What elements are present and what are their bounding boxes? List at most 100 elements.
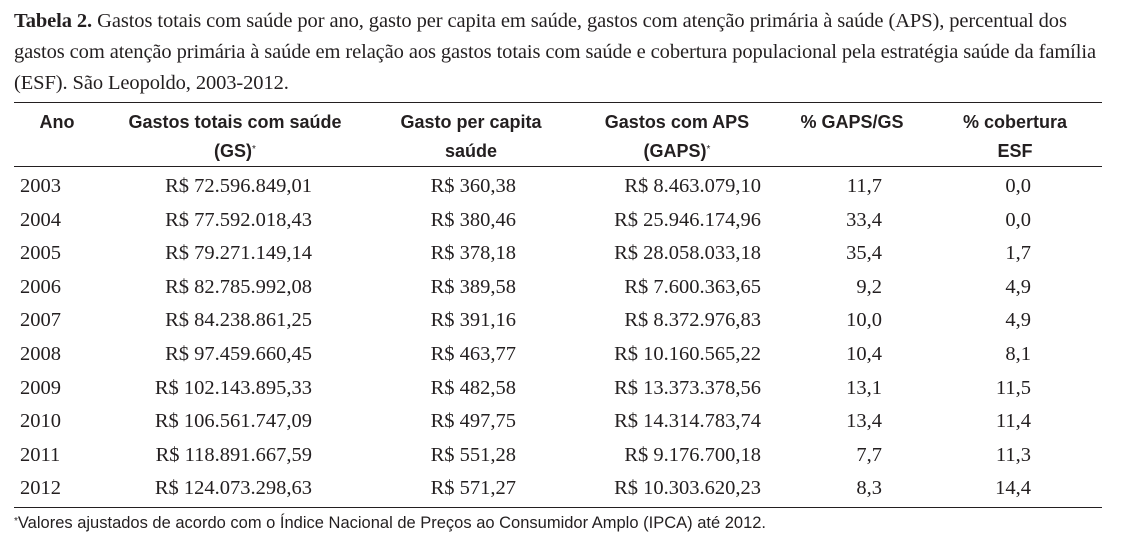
cell-cobertura-esf: 0,0 [1005, 175, 1031, 197]
header-gasto-per-capita: Gasto per capita saúde [380, 108, 562, 166]
cell-ano: 2009 [20, 376, 61, 399]
table-footnote: *Valores ajustados de acordo com o Índic… [14, 510, 766, 536]
cell-gasto-per-capita: R$ 389,58 [430, 275, 516, 298]
header-esf-line1: % cobertura [962, 112, 1068, 132]
table-row: 2011 R$ 118.891.667,59 R$ 551,28 R$ 9.17… [0, 439, 1122, 473]
cell-ano: 2007 [20, 309, 61, 332]
header-gs-line2-wrap: (GS)* [104, 137, 366, 166]
cell-cobertura-esf: 0,0 [1005, 208, 1031, 231]
cell-gastos-aps: R$ 14.314.783,74 [614, 410, 761, 433]
cell-cobertura-esf: 14,4 [995, 477, 1031, 500]
cell-gasto-per-capita: R$ 497,75 [430, 410, 516, 433]
cell-gasto-per-capita: R$ 482,58 [430, 376, 516, 399]
table-row: 2003 R$ 72.596.849,01 R$ 360,38 R$ 8.463… [0, 170, 1122, 204]
cell-ano: 2003 [20, 175, 61, 197]
cell-cobertura-esf: 11,5 [995, 376, 1031, 399]
header-gs-line1: Gastos totais com saúde [128, 112, 342, 132]
cell-gastos-totais: R$ 84.238.861,25 [165, 309, 312, 332]
header-gaps-line2-wrap: (GAPS)* [580, 137, 774, 166]
table-row: 2007 R$ 84.238.861,25 R$ 391,16 R$ 8.372… [0, 304, 1122, 338]
cell-gasto-per-capita: R$ 551,28 [430, 443, 516, 466]
header-gs-footnote-mark: * [252, 144, 256, 155]
cell-gastos-aps: R$ 13.373.378,56 [614, 376, 761, 399]
cell-gasto-per-capita: R$ 380,46 [430, 208, 516, 231]
table-bottom-rule [14, 507, 1102, 508]
cell-cobertura-esf: 1,7 [1005, 242, 1031, 265]
header-pct-label: % GAPS/GS [800, 112, 904, 132]
table-row: 2004 R$ 77.592.018,43 R$ 380,46 R$ 25.94… [0, 204, 1122, 238]
cell-gastos-aps: R$ 10.160.565,22 [614, 342, 761, 365]
cell-gastos-totais: R$ 82.785.992,08 [165, 275, 312, 298]
header-capita-line1: Gasto per capita [400, 112, 542, 132]
cell-ano: 2011 [20, 443, 61, 466]
cell-cobertura-esf: 11,3 [995, 443, 1031, 466]
table-body: 2003 R$ 72.596.849,01 R$ 360,38 R$ 8.463… [0, 170, 1122, 506]
cell-gastos-totais: R$ 79.271.149,14 [165, 242, 312, 265]
cell-gastos-aps: R$ 28.058.033,18 [614, 242, 761, 265]
cell-ano: 2006 [20, 275, 61, 298]
table-header-rule [14, 166, 1102, 167]
cell-gastos-totais: R$ 97.459.660,45 [165, 342, 312, 365]
header-pct-gaps-gs: % GAPS/GS [786, 108, 918, 137]
header-gastos-totais: Gastos totais com saúde (GS)* [104, 108, 366, 166]
cell-pct-gaps-gs: 8,3 [856, 477, 882, 500]
header-gaps-footnote-mark: * [706, 144, 711, 155]
cell-pct-gaps-gs: 13,4 [846, 410, 882, 433]
cell-gastos-totais: R$ 124.073.298,63 [154, 477, 312, 500]
cell-gastos-aps: R$ 7.600.363,65 [624, 275, 761, 298]
cell-pct-gaps-gs: 10,0 [846, 309, 882, 332]
cell-gastos-totais: R$ 118.891.667,59 [155, 443, 312, 466]
cell-ano: 2012 [20, 477, 61, 500]
footnote-text: Valores ajustados de acordo com o Índice… [17, 514, 767, 532]
caption-label: Tabela 2. [14, 10, 93, 32]
cell-gastos-aps: R$ 9.176.700,18 [624, 443, 761, 466]
caption-text: Gastos totais com saúde por ano, gasto p… [14, 10, 1096, 94]
cell-ano: 2004 [20, 208, 61, 231]
header-gs-line2: (GS) [214, 141, 253, 161]
cell-gastos-totais: R$ 106.561.747,09 [154, 410, 312, 433]
table-row: 2010 R$ 106.561.747,09 R$ 497,75 R$ 14.3… [0, 405, 1122, 439]
cell-gastos-totais: R$ 102.143.895,33 [154, 376, 312, 399]
cell-gastos-aps: R$ 10.303.620,23 [614, 477, 761, 500]
cell-cobertura-esf: 8,1 [1005, 342, 1031, 365]
cell-cobertura-esf: 4,9 [1005, 275, 1031, 298]
cell-pct-gaps-gs: 7,7 [856, 443, 882, 466]
header-ano-label: Ano [39, 112, 75, 132]
cell-pct-gaps-gs: 13,1 [846, 376, 882, 399]
table-row: 2006 R$ 82.785.992,08 R$ 389,58 R$ 7.600… [0, 271, 1122, 305]
cell-gasto-per-capita: R$ 391,16 [430, 309, 516, 332]
cell-gastos-aps: R$ 8.463.079,10 [624, 175, 761, 197]
header-ano: Ano [24, 108, 90, 137]
cell-pct-gaps-gs: 11,7 [846, 175, 882, 197]
cell-gastos-totais: R$ 77.592.018,43 [165, 208, 312, 231]
cell-gastos-totais: R$ 72.596.849,01 [165, 175, 312, 197]
header-capita-line2: saúde [444, 141, 498, 161]
cell-cobertura-esf: 11,4 [995, 410, 1031, 433]
cell-ano: 2008 [20, 342, 61, 365]
cell-pct-gaps-gs: 33,4 [846, 208, 882, 231]
cell-pct-gaps-gs: 10,4 [846, 342, 882, 365]
cell-gasto-per-capita: R$ 571,27 [430, 477, 516, 500]
cell-gasto-per-capita: R$ 463,77 [430, 342, 516, 365]
header-cobertura-esf: % cobertura ESF [940, 108, 1090, 166]
header-gaps-line1: Gastos com APS [604, 112, 750, 132]
table-top-rule [14, 102, 1102, 103]
cell-gasto-per-capita: R$ 360,38 [430, 175, 516, 197]
table-row: 2008 R$ 97.459.660,45 R$ 463,77 R$ 10.16… [0, 338, 1122, 372]
table-row: 2005 R$ 79.271.149,14 R$ 378,18 R$ 28.05… [0, 237, 1122, 271]
table-row: 2012 R$ 124.073.298,63 R$ 571,27 R$ 10.3… [0, 472, 1122, 506]
cell-ano: 2005 [20, 242, 61, 265]
table-row: 2009 R$ 102.143.895,33 R$ 482,58 R$ 13.3… [0, 372, 1122, 406]
header-esf-line2: ESF [997, 141, 1033, 161]
table-caption: Tabela 2. Gastos totais com saúde por an… [14, 6, 1110, 99]
cell-cobertura-esf: 4,9 [1005, 309, 1031, 332]
cell-gastos-aps: R$ 8.372.976,83 [624, 309, 761, 332]
cell-pct-gaps-gs: 9,2 [856, 275, 882, 298]
cell-gasto-per-capita: R$ 378,18 [430, 242, 516, 265]
footnote-mark: * [14, 516, 18, 527]
cell-pct-gaps-gs: 35,4 [846, 242, 882, 265]
cell-ano: 2010 [20, 410, 61, 433]
header-gaps-line2: (GAPS) [643, 141, 707, 161]
cell-gastos-aps: R$ 25.946.174,96 [614, 208, 761, 231]
header-gastos-aps: Gastos com APS (GAPS)* [580, 108, 774, 166]
